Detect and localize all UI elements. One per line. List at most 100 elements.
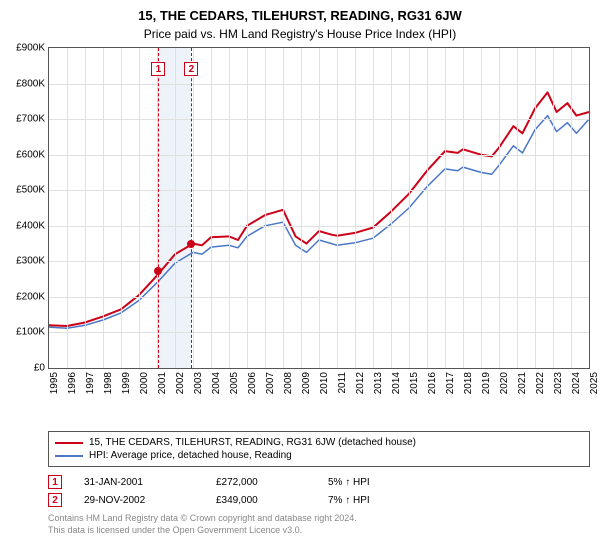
x-axis-label: 2001: [157, 372, 168, 394]
sales-marker: 1: [48, 475, 62, 489]
y-axis-label: £200K: [16, 291, 45, 302]
y-axis-label: £500K: [16, 185, 45, 196]
plot-area: £0£100K£200K£300K£400K£500K£600K£700K£80…: [48, 47, 590, 369]
x-axis-label: 2025: [589, 372, 600, 394]
x-axis-label: 2024: [571, 372, 582, 394]
legend-item: 15, THE CEDARS, TILEHURST, READING, RG31…: [55, 436, 583, 449]
gridline-v: [499, 48, 500, 368]
gridline-v: [301, 48, 302, 368]
x-axis-label: 1998: [103, 372, 114, 394]
x-axis-label: 2004: [211, 372, 222, 394]
legend-swatch: [55, 442, 83, 444]
x-axis-label: 2018: [463, 372, 474, 394]
legend: 15, THE CEDARS, TILEHURST, READING, RG31…: [48, 431, 590, 467]
gridline-v: [67, 48, 68, 368]
legend-swatch: [55, 455, 83, 457]
footer-line-2: This data is licensed under the Open Gov…: [48, 525, 590, 537]
page-title: 15, THE CEDARS, TILEHURST, READING, RG31…: [0, 0, 600, 23]
sales-table: 1 31-JAN-2001 £272,000 5% ↑ HPI 2 29-NOV-2002…: [48, 473, 590, 509]
y-axis-label: £100K: [16, 327, 45, 338]
sales-marker: 2: [48, 493, 62, 507]
gridline-v: [175, 48, 176, 368]
y-axis-label: £0: [34, 363, 45, 374]
chart: £0£100K£200K£300K£400K£500K£600K£700K£80…: [48, 47, 590, 397]
x-axis-label: 2007: [265, 372, 276, 394]
x-axis-label: 2008: [283, 372, 294, 394]
legend-label: 15, THE CEDARS, TILEHURST, READING, RG31…: [89, 437, 416, 448]
x-axis-label: 2011: [337, 372, 348, 394]
y-axis-label: £400K: [16, 220, 45, 231]
x-axis-label: 2015: [409, 372, 420, 394]
x-axis-label: 2003: [193, 372, 204, 394]
x-axis-label: 2002: [175, 372, 186, 394]
x-axis-label: 1999: [121, 372, 132, 394]
gridline-v: [85, 48, 86, 368]
gridline-v: [427, 48, 428, 368]
x-axis-label: 2006: [247, 372, 258, 394]
gridline-v: [535, 48, 536, 368]
legend-label: HPI: Average price, detached house, Read…: [89, 450, 292, 461]
sales-price: £349,000: [216, 495, 306, 506]
x-axis-label: 2000: [139, 372, 150, 394]
y-axis-label: £300K: [16, 256, 45, 267]
gridline-v: [247, 48, 248, 368]
gridline-v: [409, 48, 410, 368]
y-axis-label: £800K: [16, 78, 45, 89]
gridline-v: [229, 48, 230, 368]
y-axis-label: £600K: [16, 149, 45, 160]
footer: Contains HM Land Registry data © Crown c…: [48, 513, 590, 536]
gridline-v: [103, 48, 104, 368]
sales-date: 29-NOV-2002: [84, 495, 194, 506]
x-axis-label: 2020: [499, 372, 510, 394]
gridline-v: [463, 48, 464, 368]
x-axis-label: 2013: [373, 372, 384, 394]
legend-item: HPI: Average price, detached house, Read…: [55, 449, 583, 462]
marker-dash-1: [158, 48, 159, 368]
marker-box-1: 1: [151, 62, 165, 76]
marker-dash-2: [191, 48, 192, 368]
y-axis-label: £700K: [16, 114, 45, 125]
x-axis-label: 2009: [301, 372, 312, 394]
gridline-v: [121, 48, 122, 368]
sales-delta: 5% ↑ HPI: [328, 477, 370, 488]
x-axis-label: 2016: [427, 372, 438, 394]
gridline-v: [283, 48, 284, 368]
x-axis-label: 2019: [481, 372, 492, 394]
gridline-v: [355, 48, 356, 368]
sales-row: 2 29-NOV-2002 £349,000 7% ↑ HPI: [48, 491, 590, 509]
x-axis-label: 1995: [49, 372, 60, 394]
marker-box-2: 2: [184, 62, 198, 76]
sales-delta: 7% ↑ HPI: [328, 495, 370, 506]
x-axis-label: 2017: [445, 372, 456, 394]
sale-point-2: [187, 240, 195, 248]
gridline-v: [373, 48, 374, 368]
x-axis-label: 2005: [229, 372, 240, 394]
gridline-v: [139, 48, 140, 368]
x-axis-label: 2012: [355, 372, 366, 394]
gridline-v: [445, 48, 446, 368]
gridline-v: [265, 48, 266, 368]
page-subtitle: Price paid vs. HM Land Registry's House …: [0, 23, 600, 47]
footer-line-1: Contains HM Land Registry data © Crown c…: [48, 513, 590, 525]
gridline-v: [571, 48, 572, 368]
sale-point-1: [154, 267, 162, 275]
x-axis-label: 2021: [517, 372, 528, 394]
gridline-v: [391, 48, 392, 368]
gridline-v: [553, 48, 554, 368]
gridline-v: [481, 48, 482, 368]
x-axis-label: 2022: [535, 372, 546, 394]
gridline-v: [319, 48, 320, 368]
x-axis-label: 2023: [553, 372, 564, 394]
x-axis-label: 1996: [67, 372, 78, 394]
gridline-v: [517, 48, 518, 368]
sales-date: 31-JAN-2001: [84, 477, 194, 488]
y-axis-label: £900K: [16, 43, 45, 54]
gridline-v: [193, 48, 194, 368]
x-axis-label: 1997: [85, 372, 96, 394]
sales-price: £272,000: [216, 477, 306, 488]
x-axis-label: 2014: [391, 372, 402, 394]
x-axis-label: 2010: [319, 372, 330, 394]
gridline-v: [337, 48, 338, 368]
gridline-v: [211, 48, 212, 368]
sales-row: 1 31-JAN-2001 £272,000 5% ↑ HPI: [48, 473, 590, 491]
